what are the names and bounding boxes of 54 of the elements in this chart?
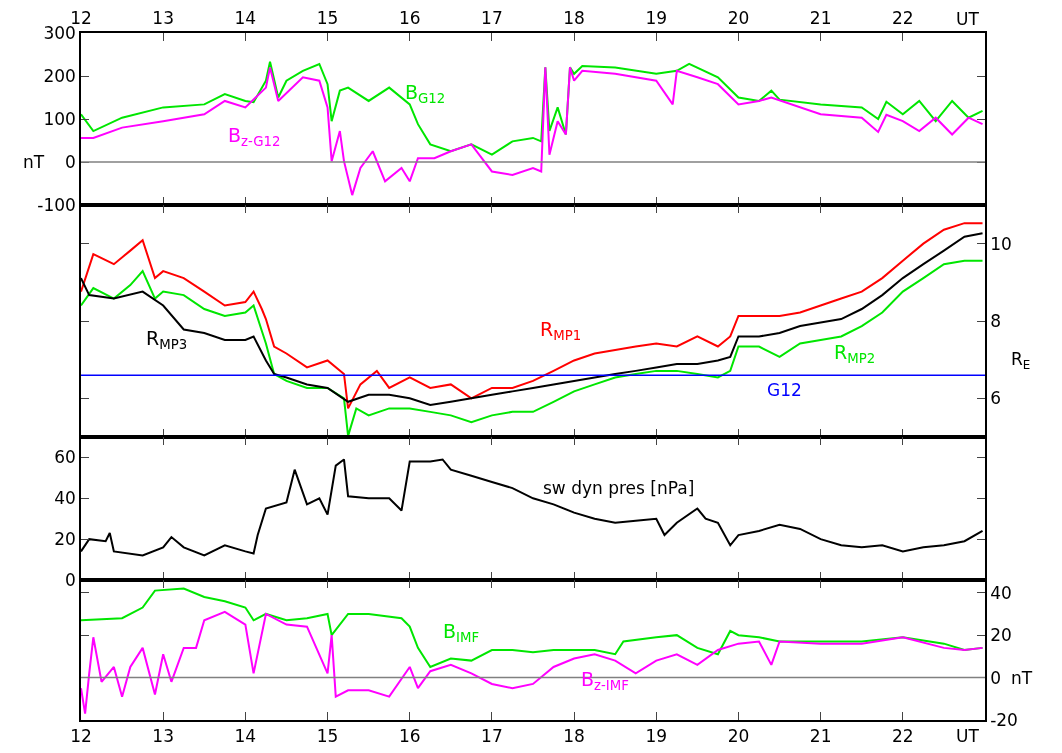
x-tick-label: 16	[398, 8, 421, 29]
series-label: B$_{z-IMF}$	[581, 668, 629, 693]
series-label: R$_{MP1}$	[540, 318, 582, 343]
x-tick-label: 15	[316, 8, 339, 29]
x-axis-title: UT	[956, 9, 980, 29]
annotation: sw dyn pres [nPa]	[543, 478, 695, 498]
y-tick-label: 40	[990, 582, 1012, 603]
y-tick-label: 200	[43, 65, 76, 86]
x-tick-label: 18	[563, 8, 585, 29]
y-tick-label: 20	[54, 529, 76, 550]
x-tick-label: 20	[727, 726, 750, 747]
series-label: B$_{G12}$	[405, 81, 446, 106]
line-series	[81, 610, 984, 715]
x-tick-label: 22	[892, 726, 914, 747]
y-axis-title: nT	[1011, 668, 1033, 688]
x-tick-label: 13	[152, 726, 174, 747]
y-tick-label: 8	[990, 310, 1001, 331]
series-label: B$_{z-G12}$	[228, 124, 281, 149]
y-tick-label: 0	[65, 151, 76, 172]
series-label: B$_{IMF}$	[443, 620, 480, 645]
line-series	[81, 259, 984, 437]
x-tick-label: 21	[809, 726, 832, 747]
ref-line-label: G12	[767, 380, 802, 400]
y-axis-title: nT	[23, 152, 45, 172]
y-tick-label: 60	[54, 447, 76, 468]
y-tick-label: 0	[65, 569, 76, 590]
x-tick-label: 20	[727, 8, 750, 29]
y-tick-label: -20	[990, 709, 1018, 730]
y-tick-label: 0	[990, 667, 1001, 688]
x-tick-label: 14	[234, 8, 257, 29]
x-tick-label: 18	[563, 726, 585, 747]
x-axis-title: UT	[956, 726, 980, 746]
x-tick-label: 13	[152, 8, 174, 29]
series-label: R$_{MP3}$	[146, 327, 188, 352]
x-tick-label: 15	[316, 726, 339, 747]
line-series	[81, 60, 984, 156]
y-tick-label: 40	[54, 488, 76, 509]
x-tick-label: 21	[809, 8, 832, 29]
series-label: R$_{MP2}$	[834, 341, 876, 366]
x-tick-label: 19	[645, 8, 668, 29]
x-tick-label: 22	[892, 8, 914, 29]
x-tick-label: 19	[645, 726, 668, 747]
y-tick-label: -100	[37, 194, 76, 215]
x-tick-label: 17	[481, 8, 503, 29]
y-tick-label: 20	[990, 625, 1012, 646]
x-tick-label: 17	[481, 726, 503, 747]
x-tick-label: 16	[398, 726, 421, 747]
x-tick-label: 12	[70, 726, 92, 747]
x-tick-label: 14	[234, 726, 257, 747]
y-axis-title: R$_{E}$	[1011, 349, 1031, 372]
y-tick-label: 10	[990, 233, 1012, 254]
line-series	[81, 66, 984, 197]
y-tick-label: 100	[43, 108, 76, 129]
y-tick-label: 6	[990, 388, 1001, 409]
